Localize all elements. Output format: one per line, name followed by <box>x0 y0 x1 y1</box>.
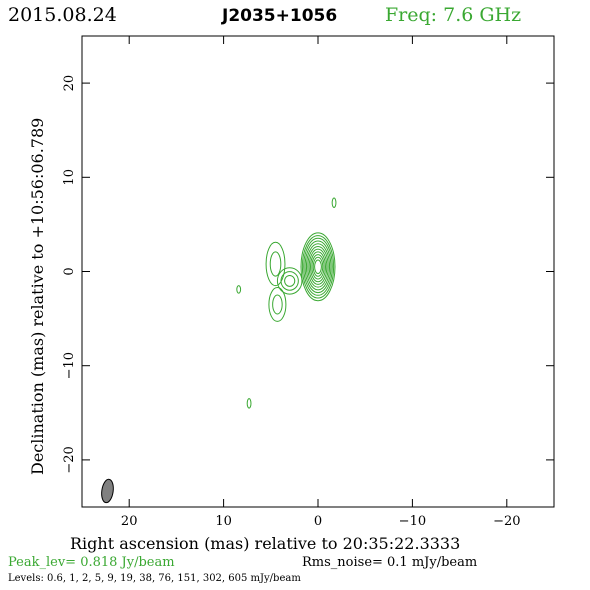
contour <box>284 274 296 287</box>
x-tick-label: 0 <box>314 514 322 529</box>
contour <box>311 254 325 280</box>
y-tick-label: −10 <box>62 352 77 379</box>
x-axis-label: Right ascension (mas) relative to 20:35:… <box>70 534 460 553</box>
contour <box>268 287 287 322</box>
contour-lines <box>236 197 337 409</box>
contour <box>269 251 282 277</box>
x-tick-label: 10 <box>215 514 232 529</box>
x-tick-label: −20 <box>493 514 520 529</box>
y-tick-label: 20 <box>62 75 77 92</box>
contour <box>236 285 242 294</box>
source-name: J2035+1056 <box>221 6 337 26</box>
contour <box>300 232 336 302</box>
observation-date: 2015.08.24 <box>8 4 117 26</box>
contour <box>331 197 337 208</box>
contour <box>303 237 333 296</box>
contour <box>301 235 335 299</box>
contour-levels: Levels: 0.6, 1, 2, 5, 9, 19, 38, 76, 151… <box>8 573 301 584</box>
contour <box>308 248 328 285</box>
peak-level: Peak_lev= 0.818 Jy/beam <box>8 555 175 570</box>
plot-frame <box>81 35 555 508</box>
x-tick-label: 20 <box>121 514 138 529</box>
contour <box>305 243 331 291</box>
contour <box>272 294 283 315</box>
contour <box>246 398 252 409</box>
contour <box>310 251 326 283</box>
frequency-label: Freq: 7.6 GHz <box>385 4 521 26</box>
y-tick-label: −20 <box>62 446 77 473</box>
x-tick-label: −10 <box>399 514 426 529</box>
contour <box>314 259 322 275</box>
rms-noise: Rms_noise= 0.1 mJy/beam <box>302 555 477 570</box>
beam <box>101 478 114 504</box>
y-axis-label: Declination (mas) relative to +10:56:06.… <box>28 118 47 475</box>
contour <box>265 241 286 287</box>
contour <box>304 240 332 294</box>
contour <box>276 267 303 295</box>
axis-ticks: 20 10 0 −10 −20 20 10 0 −10 −20 <box>62 36 554 529</box>
y-tick-label: 0 <box>62 267 77 275</box>
contour <box>312 256 324 277</box>
contour <box>307 245 329 288</box>
y-tick-label: 10 <box>62 169 77 186</box>
beam-ellipse <box>101 478 114 504</box>
